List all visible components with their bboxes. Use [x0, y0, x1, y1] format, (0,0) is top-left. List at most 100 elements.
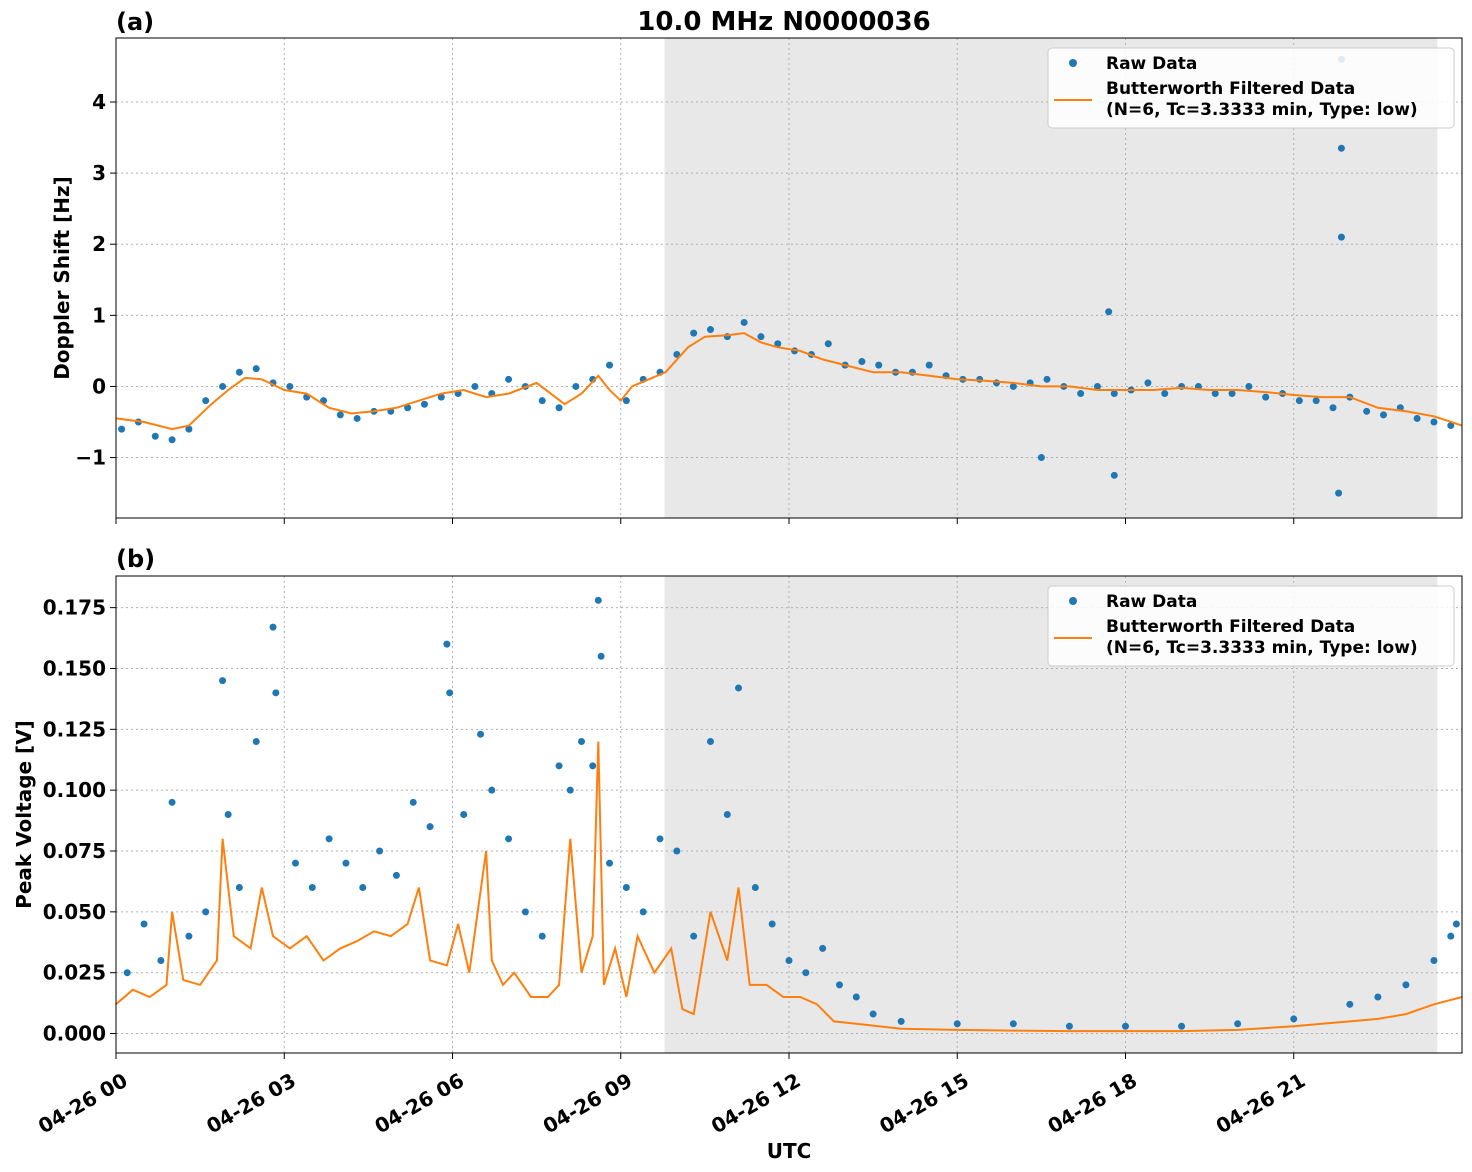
raw-data-point: [252, 737, 260, 745]
raw-data-point: [1245, 382, 1253, 390]
raw-data-point: [723, 811, 731, 818]
raw-data-point: [252, 365, 260, 373]
raw-data-point: [897, 1017, 905, 1025]
panel-b-x-axis-label: UTC: [767, 1139, 812, 1163]
raw-data-point: [1447, 932, 1455, 940]
raw-data-point: [751, 884, 759, 892]
y-tick-label: 0.050: [43, 900, 106, 924]
panel-a-filtered-line: [115, 332, 1463, 431]
raw-data-point: [706, 326, 714, 334]
raw-data-point: [597, 652, 605, 660]
raw-data-point: [437, 393, 445, 401]
raw-data-point: [359, 884, 367, 892]
raw-data-point: [1430, 957, 1438, 965]
raw-data-point: [589, 762, 597, 770]
raw-data-point: [706, 737, 714, 745]
raw-data-point: [555, 762, 563, 770]
raw-data-point: [538, 932, 546, 940]
raw-data-point: [993, 379, 1001, 387]
raw-data-point: [308, 884, 316, 892]
raw-data-point: [757, 333, 765, 341]
raw-data-point: [376, 847, 384, 855]
panel-b: (b) 0.0000.0250.0500.0750.1000.1250.1500…: [12, 545, 1463, 1163]
raw-data-point: [875, 361, 883, 369]
raw-data-point: [1329, 404, 1337, 412]
x-tick-label: 04-26 03: [202, 1068, 300, 1138]
raw-data-point: [286, 382, 294, 390]
raw-data-point: [656, 835, 664, 843]
y-tick-label: 3: [92, 161, 106, 185]
raw-data-point: [1110, 471, 1118, 479]
raw-data-point: [235, 884, 243, 892]
raw-data-point: [409, 798, 417, 806]
panel-a-legend-raw-label: Raw Data: [1106, 54, 1197, 74]
raw-data-point: [835, 981, 843, 989]
raw-data-point: [269, 623, 277, 631]
raw-data-point: [168, 436, 176, 444]
y-tick-label: 4: [92, 90, 106, 114]
raw-data-point: [1211, 390, 1219, 398]
raw-data-point: [168, 798, 176, 806]
raw-data-point: [353, 414, 361, 422]
raw-data-point: [606, 859, 614, 867]
x-tick-label: 04-26 18: [1043, 1068, 1141, 1138]
panel-a-y-axis-label: Doppler Shift [Hz]: [50, 176, 74, 380]
raw-data-point: [1430, 418, 1438, 426]
panel-b-filtered-line: [115, 741, 1463, 1033]
raw-data-point: [690, 329, 698, 337]
raw-data-point: [1337, 233, 1345, 241]
raw-data-point: [460, 811, 468, 818]
panel-a-legend-box: [1047, 47, 1455, 129]
raw-data-point: [157, 957, 165, 965]
raw-data-point: [774, 340, 782, 348]
panel-a-y-ticks: −1 0 1 2 3 4: [75, 90, 116, 470]
raw-data-point: [622, 884, 630, 892]
raw-data-point: [566, 786, 574, 794]
raw-data-point: [420, 400, 428, 408]
raw-data-point: [325, 835, 333, 843]
panel-b-legend-box: [1047, 585, 1455, 667]
raw-data-point: [735, 684, 743, 692]
y-tick-label: 0: [92, 374, 106, 398]
raw-data-point: [1452, 920, 1460, 928]
raw-data-point: [819, 944, 827, 952]
panel-b-label: (b): [116, 545, 155, 573]
raw-data-point: [202, 397, 210, 405]
raw-data-point: [471, 382, 479, 390]
raw-data-point: [219, 677, 227, 685]
raw-data-point: [673, 350, 681, 358]
raw-data-point: [1161, 390, 1169, 398]
raw-data-point: [858, 358, 866, 366]
raw-data-point: [690, 932, 698, 940]
raw-data-point: [740, 318, 748, 326]
x-tick-label: 04-26 00: [34, 1068, 132, 1138]
raw-data-point: [673, 847, 681, 855]
raw-data-point: [925, 361, 933, 369]
raw-data-point: [1144, 379, 1152, 387]
y-tick-label: 1: [92, 303, 106, 327]
raw-data-point: [1065, 1022, 1073, 1030]
raw-data-point: [235, 368, 243, 376]
raw-data-point: [1402, 981, 1410, 989]
raw-data-point: [594, 596, 602, 604]
x-tick-label: 04-26 09: [539, 1068, 637, 1138]
raw-data-point: [521, 908, 529, 916]
raw-data-point: [606, 361, 614, 369]
raw-data-point: [505, 375, 513, 383]
panel-a-x-ticks: [115, 518, 1295, 524]
panel-b-legend: Raw Data Butterworth Filtered Data (N=6,…: [1047, 585, 1455, 667]
raw-data-point: [426, 823, 434, 831]
raw-data-point: [555, 404, 563, 412]
raw-data-point: [1234, 1020, 1242, 1028]
raw-data-point: [1346, 1000, 1354, 1008]
raw-data-point: [1447, 422, 1455, 430]
panel-b-y-axis-label: Peak Voltage [V]: [12, 720, 36, 909]
raw-data-point: [1228, 390, 1236, 398]
panel-a-legend: Raw Data Butterworth Filtered Data (N=6,…: [1047, 47, 1455, 129]
panel-b-legend-raw-marker: [1069, 597, 1077, 605]
raw-data-point: [488, 786, 496, 794]
raw-data-point: [1037, 454, 1045, 462]
raw-data-point: [477, 730, 485, 738]
y-tick-label: 0.075: [43, 839, 106, 863]
